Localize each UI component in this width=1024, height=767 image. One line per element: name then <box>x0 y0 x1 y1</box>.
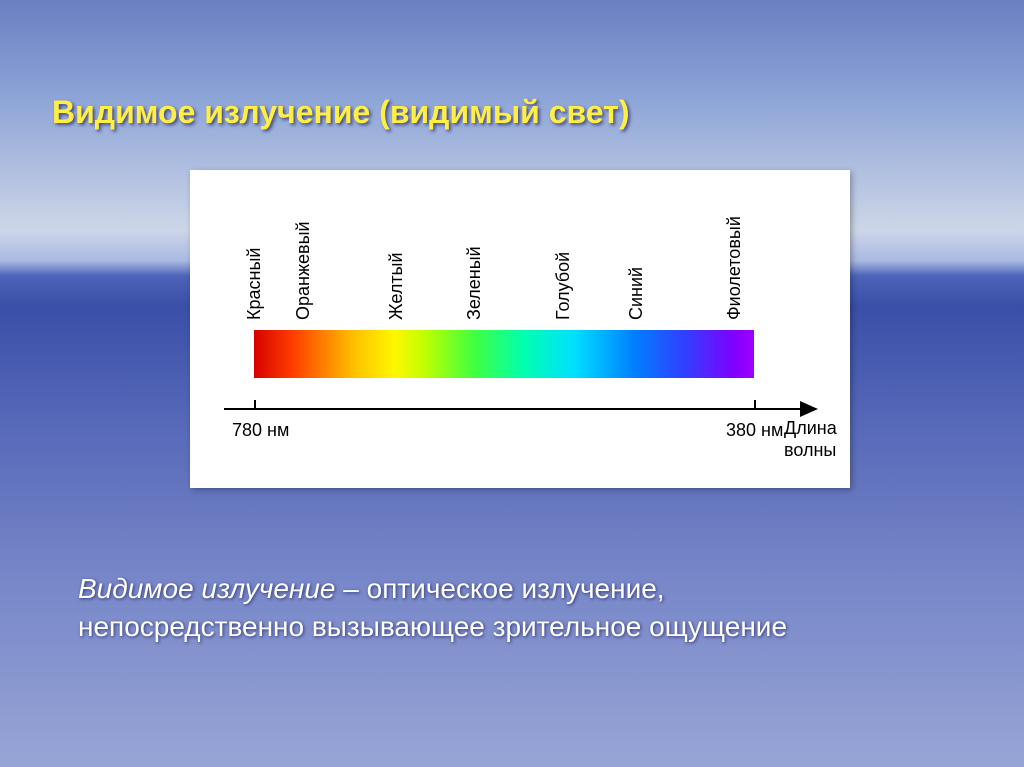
definition-term: Видимое излучение <box>78 573 335 604</box>
definition-text: Видимое излучение – оптическое излучение… <box>78 570 898 646</box>
slide: Видимое излучение (видимый свет) Красный… <box>0 0 1024 767</box>
axis-caption-line: волны <box>784 440 837 462</box>
color-label: Синий <box>626 267 647 320</box>
color-label: Оранжевый <box>293 221 314 320</box>
color-label: Желтый <box>386 252 407 320</box>
arrow-right-icon <box>800 401 818 417</box>
wavelength-axis: 780 нм 380 нм Длина волны <box>224 400 822 460</box>
axis-tick <box>754 400 756 410</box>
axis-tick <box>254 400 256 410</box>
axis-caption: Длина волны <box>784 418 837 461</box>
color-labels-row: Красный Оранжевый Желтый Зеленый Голубой… <box>262 200 752 320</box>
axis-line <box>224 408 802 410</box>
axis-max-label: 380 нм <box>726 420 783 441</box>
spectrum-card: Красный Оранжевый Желтый Зеленый Голубой… <box>190 170 850 488</box>
axis-min-label: 780 нм <box>232 420 289 441</box>
spectrum-bar <box>254 330 754 378</box>
axis-caption-line: Длина <box>784 418 837 440</box>
color-label: Голубой <box>553 252 574 320</box>
color-label: Фиолетовый <box>724 216 745 320</box>
color-label: Красный <box>244 248 265 320</box>
slide-title: Видимое излучение (видимый свет) <box>52 94 629 131</box>
color-label: Зеленый <box>464 246 485 320</box>
